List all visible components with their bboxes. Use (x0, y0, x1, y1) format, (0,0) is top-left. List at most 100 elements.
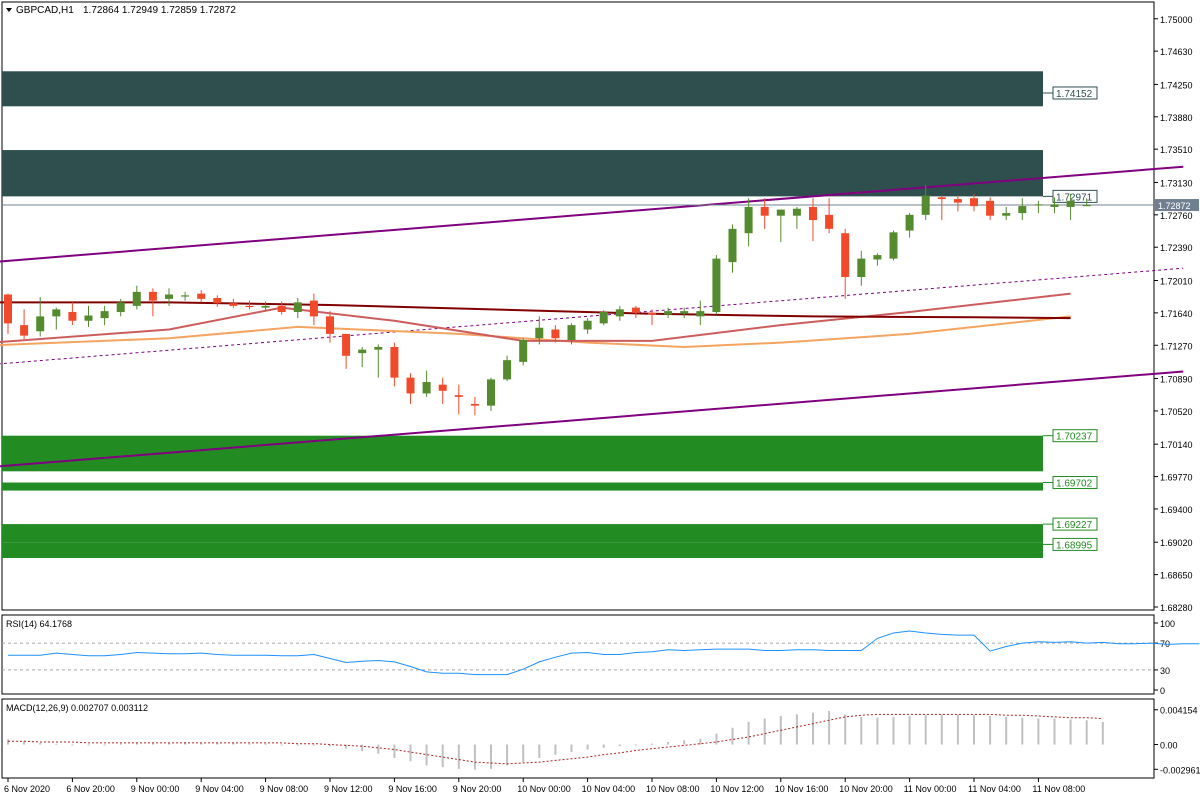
candle[interactable] (245, 300, 254, 310)
candle[interactable] (148, 288, 157, 317)
candle[interactable] (905, 213, 914, 238)
candle[interactable] (84, 305, 93, 327)
candle[interactable] (277, 301, 286, 315)
candle[interactable] (873, 253, 882, 266)
candle[interactable] (1034, 200, 1043, 214)
moving-average-fast-line[interactable] (0, 301, 1071, 320)
channel-mid-line[interactable] (0, 267, 1184, 365)
candle[interactable] (68, 302, 77, 326)
resistance-zone[interactable] (2, 71, 1043, 107)
support-zone[interactable] (2, 435, 1043, 472)
candle[interactable] (970, 193, 978, 212)
support-zone[interactable] (2, 482, 1043, 491)
candle[interactable] (342, 333, 351, 369)
candle[interactable] (937, 195, 946, 221)
candle[interactable] (1002, 206, 1011, 221)
candle-body (1066, 200, 1075, 207)
candle[interactable] (374, 344, 383, 378)
candle[interactable] (519, 338, 528, 366)
candle[interactable] (953, 195, 962, 212)
channel-lower-line[interactable] (0, 370, 1184, 468)
candle-body (760, 206, 769, 216)
candle[interactable] (680, 307, 689, 319)
macd-histogram-bar (329, 744, 331, 747)
rsi-line[interactable] (8, 630, 1200, 676)
candle[interactable] (567, 323, 576, 345)
candle[interactable] (664, 307, 673, 319)
candle[interactable] (470, 396, 479, 416)
candle[interactable] (132, 285, 141, 310)
candle[interactable] (213, 295, 222, 307)
candle[interactable] (809, 198, 817, 242)
candle-body (648, 312, 656, 315)
candle[interactable] (358, 347, 367, 368)
macd-histogram-bar (908, 716, 911, 745)
macd-panel[interactable] (1, 698, 1155, 779)
candle[interactable] (1066, 193, 1075, 221)
price-tick-label: 1.70890 (1160, 375, 1193, 385)
candle[interactable] (100, 305, 109, 326)
candle[interactable] (309, 293, 318, 326)
macd-histogram-bar (554, 744, 557, 755)
candle[interactable] (390, 342, 399, 387)
channel-upper-line[interactable] (0, 165, 1184, 263)
candle[interactable] (631, 305, 640, 319)
candle[interactable] (648, 309, 656, 326)
candle[interactable] (696, 300, 705, 326)
macd-signal-line[interactable] (8, 713, 1103, 765)
macd-histogram-bar (345, 744, 348, 749)
macd-histogram-bar (7, 739, 9, 745)
candle[interactable] (921, 185, 930, 221)
candle[interactable] (792, 206, 801, 229)
time-tick-label: 9 Nov 20:00 (453, 784, 502, 794)
candle[interactable] (20, 309, 29, 340)
moving-average-slow-line[interactable] (0, 315, 1071, 349)
candle[interactable] (1050, 197, 1059, 214)
candle[interactable] (1018, 198, 1027, 221)
candle[interactable] (776, 209, 785, 242)
candle[interactable] (165, 288, 173, 306)
candle[interactable] (261, 301, 270, 312)
candle[interactable] (615, 305, 624, 321)
candle[interactable] (52, 307, 61, 330)
candle[interactable] (986, 197, 995, 221)
candle[interactable] (889, 230, 898, 261)
price-tick-label: 1.71270 (1160, 341, 1193, 351)
candle[interactable] (583, 318, 592, 334)
candle[interactable] (181, 291, 190, 301)
candle[interactable] (551, 325, 560, 343)
candle[interactable] (857, 250, 866, 286)
candle[interactable] (422, 370, 431, 397)
candle[interactable] (712, 255, 721, 315)
candle[interactable] (503, 355, 512, 382)
time-tick-label: 9 Nov 00:00 (131, 784, 180, 794)
rsi-panel[interactable] (1, 614, 1155, 695)
support-zone[interactable] (2, 542, 1043, 558)
candle[interactable] (116, 298, 125, 317)
candle[interactable] (535, 316, 544, 345)
candle[interactable] (197, 290, 206, 303)
candle[interactable] (326, 311, 334, 343)
candle[interactable] (825, 198, 834, 234)
candle[interactable] (406, 373, 415, 404)
candle[interactable] (229, 298, 238, 308)
candle[interactable] (438, 377, 447, 404)
candle[interactable] (36, 297, 45, 337)
caret-down-icon[interactable] (6, 8, 12, 12)
candle[interactable] (4, 293, 12, 334)
candle[interactable] (487, 377, 495, 411)
candle-body (535, 327, 544, 339)
candle[interactable] (728, 224, 737, 273)
candle[interactable] (599, 310, 608, 326)
candle[interactable] (760, 198, 769, 229)
candle[interactable] (454, 384, 463, 415)
candle[interactable] (293, 297, 302, 319)
candle[interactable] (841, 228, 850, 299)
candle[interactable] (744, 198, 753, 247)
price-tick-label: 1.72010 (1160, 276, 1193, 286)
candle[interactable] (1082, 198, 1091, 207)
resistance-zone[interactable] (2, 150, 1043, 197)
support-zone[interactable] (2, 524, 1043, 543)
